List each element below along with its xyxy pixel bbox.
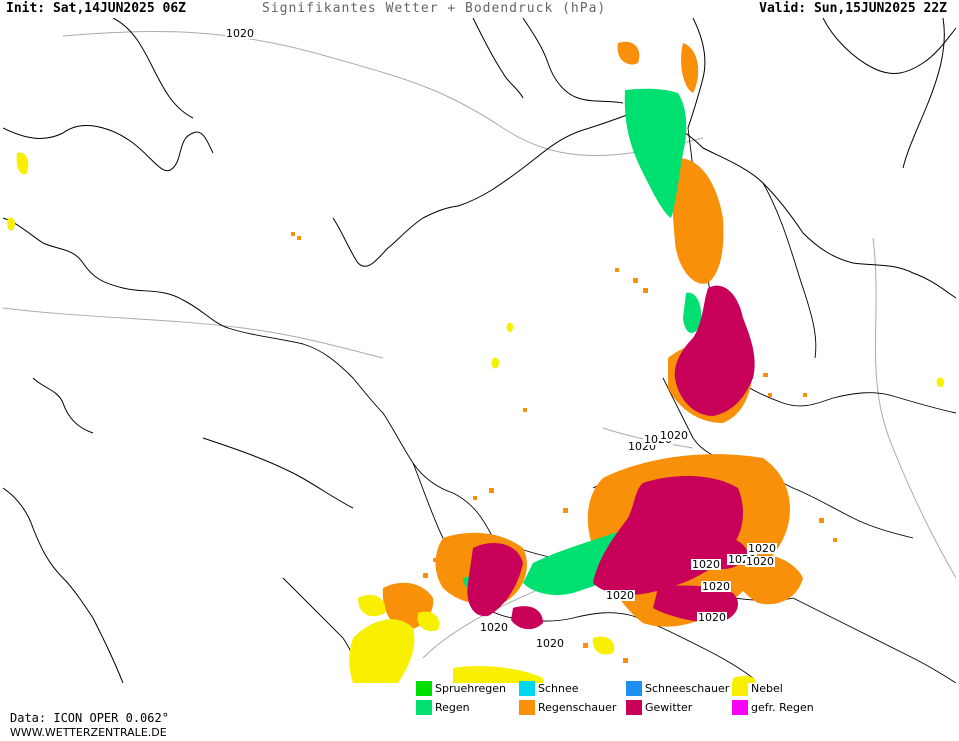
website-link[interactable]: WWW.WETTERZENTRALE.DE: [10, 726, 167, 739]
isobar-label: 1020: [225, 27, 255, 40]
legend-label: Schneeschauer: [645, 681, 730, 695]
scattered-showers: [291, 232, 837, 663]
map-canvas: [3, 18, 956, 683]
legend-label: Gewitter: [645, 700, 693, 714]
isobar-label: 1020: [605, 589, 635, 602]
freezing-rain-swatch: [732, 699, 748, 715]
valid-time: Valid: Sun,15JUN2025 22Z: [759, 1, 947, 16]
isobar-label: 1020: [701, 580, 731, 593]
data-source: Data: ICON OPER 0.062°: [10, 711, 169, 725]
country-borders: [227, 127, 956, 683]
isobar-label: 1020: [691, 558, 721, 571]
legend-item-rain-shower: Regenschauer: [519, 699, 616, 715]
isobar-label: 1020: [643, 433, 673, 446]
legend-label: Nebel: [751, 681, 783, 695]
fog-areas: [7, 152, 945, 683]
isobar-label: 1020: [535, 637, 565, 650]
legend: Spruehregen Schnee Schneeschauer Nebel R…: [416, 680, 816, 716]
isobar-label: 1020: [697, 611, 727, 624]
legend-item-fog: Nebel: [732, 680, 783, 696]
legend-item-rain: Regen: [416, 699, 470, 715]
rain-swatch: [416, 699, 432, 715]
thunderstorm-areas: [467, 285, 755, 630]
legend-item-thunderstorm: Gewitter: [626, 699, 692, 715]
isobar-label: 1020: [727, 553, 757, 566]
snow-swatch: [519, 680, 535, 696]
snow-shower-swatch: [626, 680, 642, 696]
legend-item-drizzle: Spruehregen: [416, 680, 506, 696]
isobar-label: 1020: [659, 429, 689, 442]
init-time: Init: Sat,14JUN2025 06Z: [6, 1, 187, 16]
legend-label: Regen: [435, 700, 470, 714]
legend-item-freezing-rain: gefr. Regen: [732, 699, 814, 715]
legend-item-snow: Schnee: [519, 680, 579, 696]
legend-label: Regenschauer: [538, 700, 617, 714]
weather-map[interactable]: 1020 1020 1020 1020 1020 1020 1020 1020 …: [3, 18, 956, 683]
drizzle-swatch: [416, 680, 432, 696]
legend-label: gefr. Regen: [751, 700, 814, 714]
header-bar: Init: Sat,14JUN2025 06Z Signifikantes We…: [0, 0, 959, 18]
legend-item-snow-shower: Schneeschauer: [626, 680, 729, 696]
rain-shower-swatch: [519, 699, 535, 715]
thunderstorm-swatch: [626, 699, 642, 715]
isobar-label: 1020: [745, 555, 775, 568]
fog-swatch: [732, 680, 748, 696]
isobar-label: 1020: [627, 440, 657, 453]
map-title: Signifikantes Wetter + Bodendruck (hPa): [262, 1, 607, 16]
legend-label: Spruehregen: [435, 681, 506, 695]
legend-label: Schnee: [538, 681, 579, 695]
isobar-label: 1020: [479, 621, 509, 634]
isobar-label: 1020: [747, 542, 777, 555]
